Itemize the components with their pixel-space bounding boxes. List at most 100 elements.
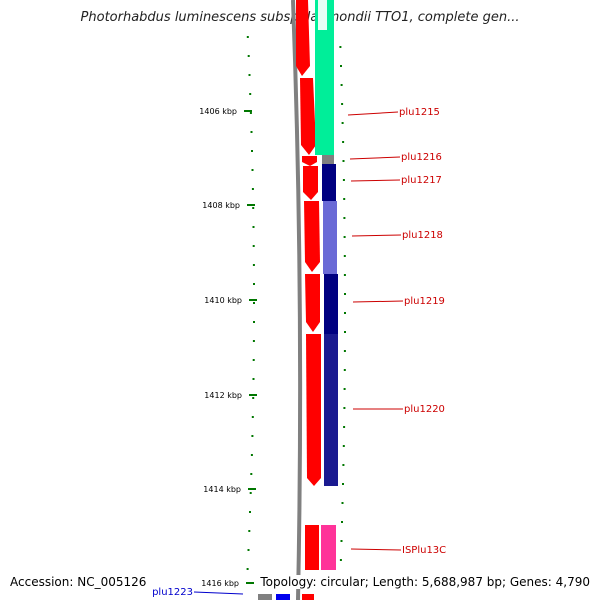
gene-callouts: plu1215 plu1216 plu1217 plu1218 plu1219 …	[347, 107, 446, 556]
minor-tick	[341, 502, 344, 504]
minor-tick	[248, 530, 251, 532]
gene-label-plu1223: plu1223	[152, 587, 244, 598]
minor-tick	[249, 511, 251, 513]
minor-tick	[344, 312, 346, 314]
feature-block-white	[318, 0, 327, 30]
minor-tick	[249, 93, 252, 95]
cds-arrow	[306, 334, 321, 486]
bottom-features: plu1223	[152, 587, 314, 600]
bottom-feature-red	[302, 594, 314, 600]
kbp-label: 1406 kbp	[199, 107, 237, 116]
minor-tick	[344, 331, 346, 333]
minor-tick	[341, 103, 344, 105]
minor-tick	[249, 112, 252, 114]
kbp-label: 1410 kbp	[204, 296, 242, 305]
minor-tick	[343, 255, 346, 257]
feature-block-grey	[322, 155, 334, 164]
minor-tick	[340, 84, 343, 86]
minor-tick	[252, 340, 255, 342]
cds-arrow	[304, 201, 320, 272]
minor-tick	[250, 473, 253, 475]
minor-tick	[249, 492, 252, 494]
feature-block-navy	[324, 274, 338, 334]
cds-arrow	[303, 166, 318, 200]
minor-tick	[342, 483, 344, 485]
svg-text:plu1223: plu1223	[152, 587, 193, 598]
minor-tick	[252, 397, 255, 399]
kbp-scale: 1406 kbp 1408 kbp 1410 kbp 1412 kbp 1414…	[199, 107, 257, 588]
gene-label-plu1215: plu1215	[347, 107, 440, 118]
minor-tick	[343, 388, 346, 390]
minor-tick	[343, 350, 346, 352]
svg-text:ISPlu13C: ISPlu13C	[402, 545, 446, 556]
minor-tick	[342, 464, 345, 466]
kbp-label: 1414 kbp	[203, 485, 241, 494]
map-footer: Accession: NC_005126 Topology: circular;…	[0, 575, 600, 591]
feature-block-green	[315, 0, 334, 155]
minor-tick	[251, 150, 253, 152]
minor-tick	[247, 549, 250, 551]
backbone-arc	[291, 0, 303, 600]
minor-tick	[343, 369, 346, 371]
minor-tick	[246, 568, 249, 570]
kbp-tick-1414: 1414 kbp	[203, 485, 256, 494]
svg-text:plu1220: plu1220	[404, 404, 445, 415]
minor-tick	[342, 179, 345, 181]
minor-tick	[339, 559, 342, 561]
minor-tick	[252, 207, 255, 209]
cds-arrow	[300, 78, 316, 155]
accession-text: Accession: NC_005126	[10, 575, 147, 589]
svg-text:plu1218: plu1218	[402, 230, 443, 241]
minor-tick	[252, 245, 255, 247]
feature-block-navy	[324, 334, 338, 486]
minor-tick	[341, 122, 344, 124]
gene-label-plu1219: plu1219	[352, 296, 445, 307]
kbp-tick-1406: 1406 kbp	[199, 107, 252, 116]
minor-tick	[339, 46, 342, 48]
minor-tick	[252, 378, 255, 380]
minor-tick	[343, 198, 346, 200]
kbp-tick-1412: 1412 kbp	[204, 391, 257, 400]
minor-tick	[253, 321, 255, 323]
minor-tick	[251, 169, 254, 171]
svg-text:plu1216: plu1216	[401, 152, 442, 163]
svg-text:plu1215: plu1215	[399, 107, 440, 118]
feature-block-pink	[321, 525, 336, 570]
minor-tick	[252, 359, 255, 361]
minor-tick	[252, 264, 255, 266]
minor-tick	[343, 407, 346, 409]
bottom-feature-blue	[276, 594, 290, 600]
svg-text:plu1219: plu1219	[404, 296, 445, 307]
gene-label-plu1218: plu1218	[351, 230, 443, 241]
minor-tick	[340, 540, 343, 542]
gene-label-isplu13c: ISPlu13C	[350, 545, 446, 556]
minor-tick	[251, 416, 254, 418]
gene-label-plu1217: plu1217	[350, 175, 442, 186]
minor-tick	[248, 74, 251, 76]
kbp-label: 1412 kbp	[204, 391, 242, 400]
minor-tick	[343, 426, 346, 428]
minor-tick	[253, 302, 255, 304]
kbp-tick-1410: 1410 kbp	[204, 296, 257, 305]
minor-tick	[340, 65, 342, 67]
minor-tick	[251, 435, 254, 437]
minor-tick	[343, 274, 346, 276]
minor-tick	[342, 160, 345, 162]
genome-summary-text: Topology: circular; Length: 5,688,987 bp…	[260, 575, 590, 589]
svg-text:plu1217: plu1217	[401, 175, 442, 186]
cds-arrow	[302, 156, 317, 166]
minor-tick	[342, 141, 345, 143]
minor-tick	[341, 521, 343, 523]
bottom-feature-grey	[258, 594, 272, 600]
minor-tick	[250, 131, 253, 133]
cds-arrow	[296, 0, 310, 76]
minor-tick	[342, 445, 345, 447]
minor-tick	[343, 217, 346, 219]
feature-block-lavender	[323, 201, 337, 274]
kbp-tick-1416: 1416 kbp	[201, 579, 254, 588]
minor-tick	[343, 236, 346, 238]
kbp-tick-1408: 1408 kbp	[202, 201, 255, 210]
minor-tick	[344, 293, 346, 295]
gene-label-plu1220: plu1220	[353, 404, 445, 415]
minor-tick	[246, 36, 249, 38]
